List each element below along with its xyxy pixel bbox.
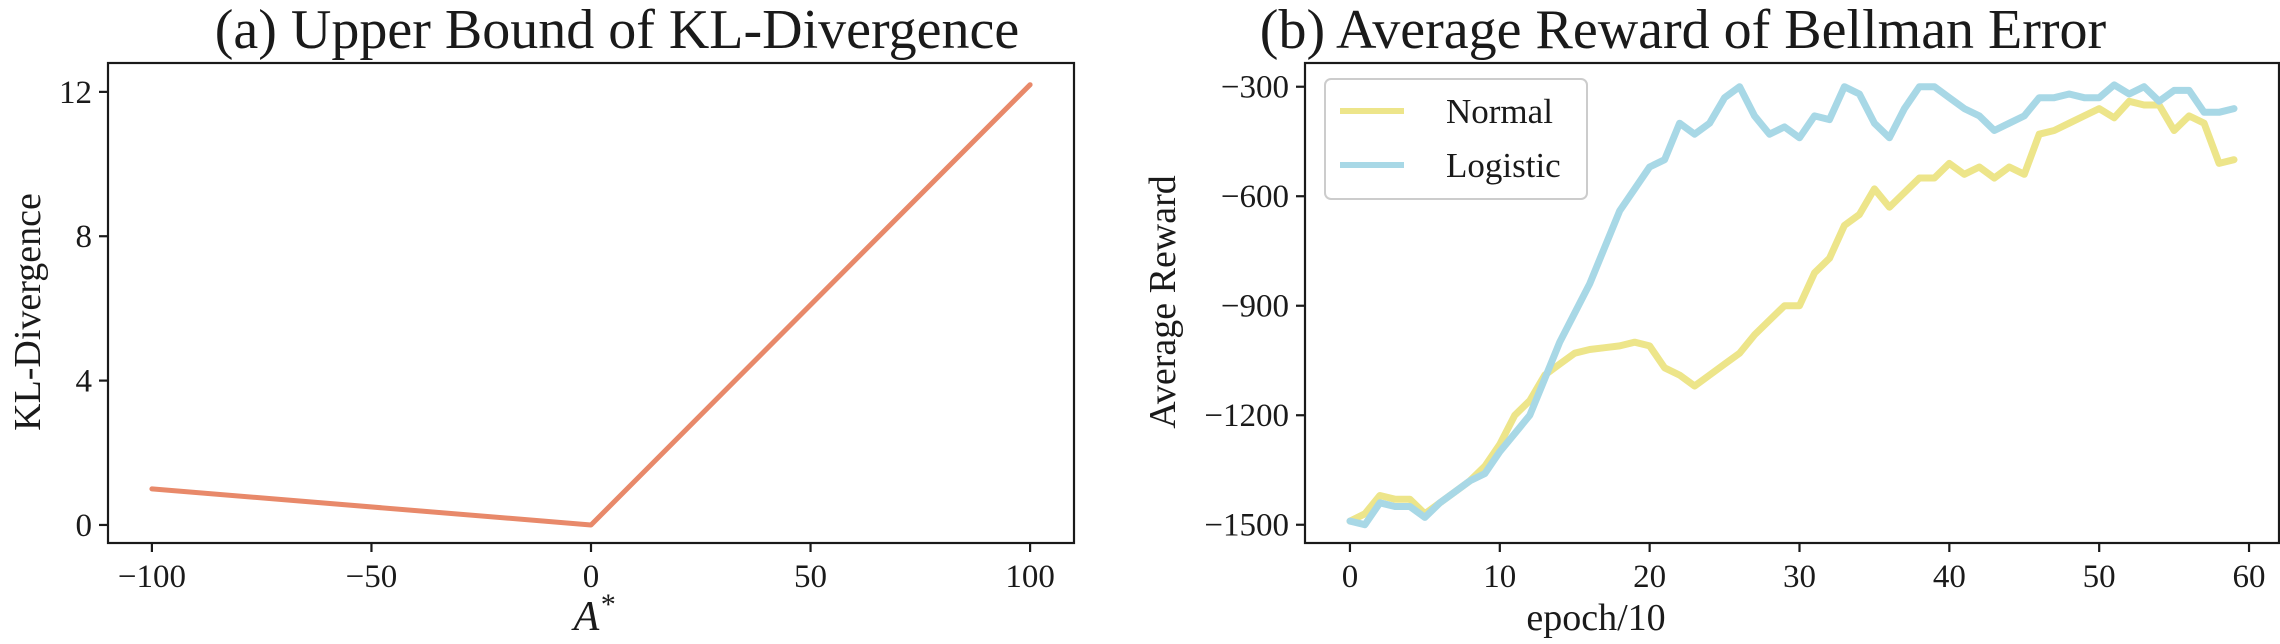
chart-b-ytick-label: −900 [1221, 289, 1289, 325]
chart-b-xtick-label: 0 [1342, 559, 1359, 595]
chart-a-xtick-label: −50 [346, 559, 398, 595]
chart-b-legend: Normal Logistic [1324, 78, 1588, 200]
chart-b-xtick-label: 60 [2233, 559, 2266, 595]
chart-b-series-logistic [1346, 81, 2238, 529]
chart-a-frame [106, 61, 1076, 545]
chart-b-title: (b) Average Reward of Bellman Error [1260, 0, 2107, 61]
chart-b-series-normal [1346, 97, 2238, 525]
chart-a-xlabel-main: A [571, 594, 600, 640]
chart-b-xlabel: epoch/10 [1526, 597, 1665, 639]
chart-average-reward: (b) Average Reward of Bellman Error Aver… [1142, 0, 2280, 639]
chart-a-xtick-label: 0 [583, 559, 600, 595]
chart-a-series-kl-bound [149, 82, 1033, 528]
chart-a-ticks: −100 −50 0 50 100 0 4 8 12 [59, 75, 1055, 595]
chart-b-ytick-label: −600 [1221, 179, 1289, 215]
chart-b-ytick-label: −300 [1221, 70, 1289, 106]
chart-a-series [149, 82, 1033, 528]
chart-b-xtick-label: 40 [1933, 559, 1966, 595]
chart-b-xtick-label: 20 [1633, 559, 1666, 595]
chart-a-title: (a) Upper Bound of KL-Divergence [215, 0, 1019, 61]
chart-a-ylabel: KL-Divergence [7, 193, 49, 431]
chart-a-ytick-label: 4 [76, 364, 93, 400]
chart-a-xtick-label: 50 [794, 559, 827, 595]
chart-a-xtick-label: 100 [1005, 559, 1055, 595]
chart-a-xtick-label: −100 [118, 559, 186, 595]
chart-b-ytick-label: −1200 [1204, 398, 1289, 434]
legend-label-logistic: Logistic [1446, 146, 1561, 185]
chart-b-xtick-label: 50 [2083, 559, 2116, 595]
chart-b-series [1346, 81, 2238, 529]
chart-b-xtick-label: 10 [1483, 559, 1516, 595]
legend-label-normal: Normal [1446, 92, 1553, 131]
chart-b-ytick-label: −1500 [1204, 508, 1289, 544]
chart-a-ytick-label: 8 [76, 219, 93, 255]
chart-a-xlabel: A* [571, 588, 615, 640]
chart-b-frame [1303, 61, 2280, 545]
chart-a-ytick-label: 0 [76, 508, 93, 544]
chart-b-xtick-label: 30 [1783, 559, 1816, 595]
chart-b-ticks: 0 10 20 30 40 50 60 −1500 −1200 −900 −600 −300 [1204, 70, 2265, 595]
chart-a-xlabel-sup: * [599, 588, 614, 621]
chart-kl-divergence: (a) Upper Bound of KL-Divergence KL-Dive… [7, 0, 1076, 640]
chart-a-ytick-label: 12 [59, 75, 92, 111]
chart-b-ylabel: Average Reward [1142, 175, 1184, 429]
